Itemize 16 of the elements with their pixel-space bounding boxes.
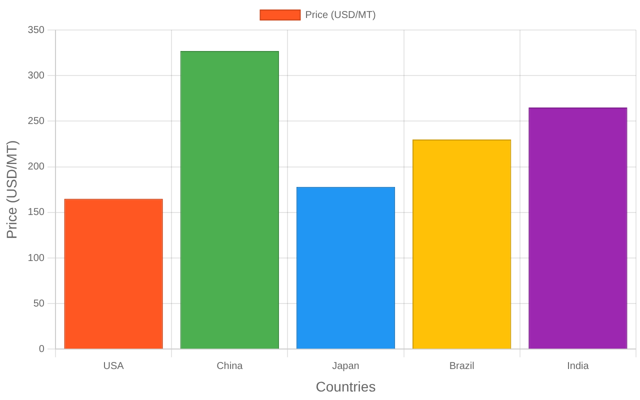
y-tick-label: 200 [28,162,45,173]
x-tick-label: Brazil [449,360,474,372]
y-axis-title: Price (USD/MT) [3,140,20,239]
y-tick-label: 250 [28,116,45,127]
y-tick-label: 150 [28,207,45,218]
y-tick-label: 0 [38,344,45,355]
x-tick-label: China [216,360,244,372]
x-axis-title: Countries [316,378,376,394]
x-tick-label: India [567,360,590,372]
legend-label: Price (USD/MT) [305,10,376,21]
x-tick-label: USA [103,360,124,372]
y-tick-label: 350 [28,24,45,36]
y-tick-label: 300 [28,70,45,82]
y-tick-label: 50 [33,298,45,310]
y-tick-label: 100 [28,252,45,264]
x-tick-label: Japan [332,360,360,372]
